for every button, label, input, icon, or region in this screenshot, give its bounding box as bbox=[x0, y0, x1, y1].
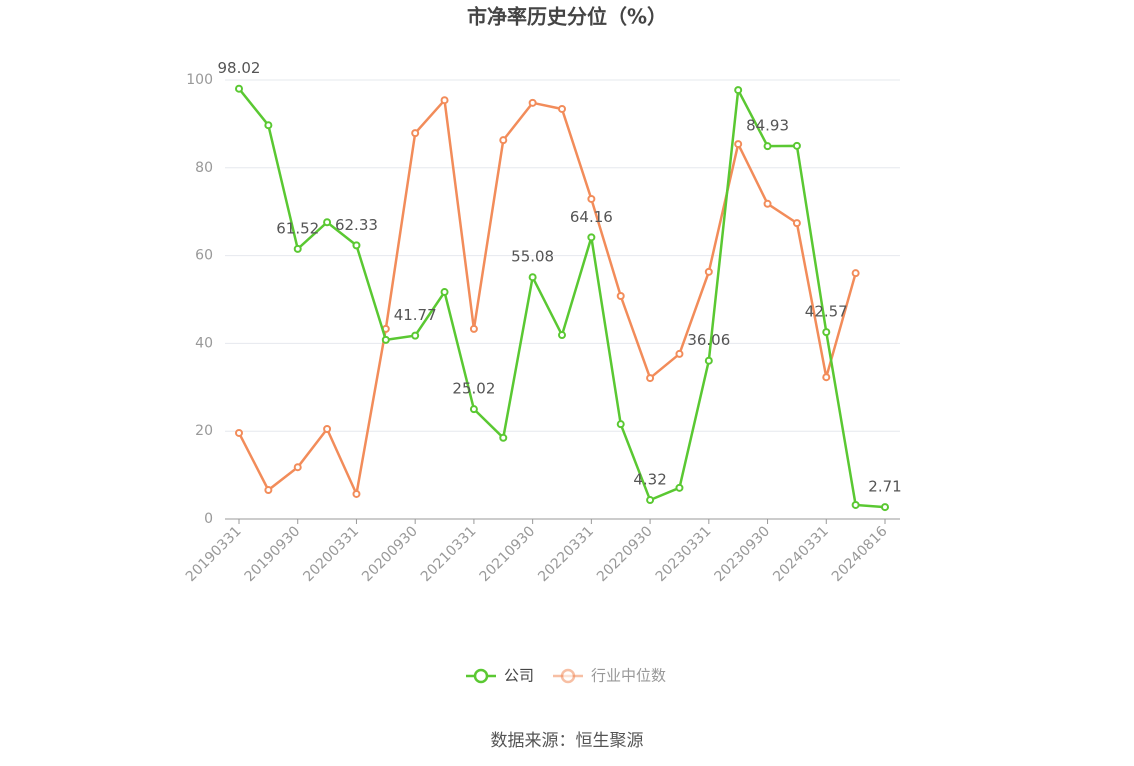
data-point bbox=[704, 356, 713, 365]
data-point bbox=[440, 96, 449, 105]
data-point bbox=[851, 269, 860, 278]
data-point bbox=[411, 331, 420, 340]
data-point bbox=[469, 324, 478, 333]
data-label: 42.57 bbox=[805, 303, 848, 321]
data-point bbox=[558, 104, 566, 113]
x-tick-label: 20200930 bbox=[359, 523, 421, 585]
x-tick-label: 20200331 bbox=[300, 523, 362, 585]
data-point bbox=[352, 489, 361, 498]
x-tick-label: 20230331 bbox=[653, 523, 715, 585]
data-point bbox=[440, 288, 449, 297]
data-point bbox=[704, 267, 713, 276]
y-tick-label: 80 bbox=[195, 160, 213, 176]
data-point bbox=[646, 374, 655, 383]
legend-label: 行业中位数 bbox=[591, 667, 666, 685]
series-line bbox=[237, 97, 857, 499]
legend-marker bbox=[473, 668, 489, 684]
y-tick-label: 100 bbox=[186, 72, 213, 88]
data-point bbox=[675, 349, 684, 358]
x-tick-label: 20240331 bbox=[770, 523, 832, 585]
data-point bbox=[381, 335, 390, 344]
data-point bbox=[763, 199, 772, 208]
data-point bbox=[587, 233, 596, 242]
data-point bbox=[352, 241, 361, 250]
data-point bbox=[763, 142, 772, 151]
data-point bbox=[822, 328, 831, 337]
data-point bbox=[734, 140, 743, 149]
data-label: 98.02 bbox=[218, 59, 261, 77]
data-label: 61.52 bbox=[276, 219, 319, 237]
data-point bbox=[411, 129, 420, 138]
data-point bbox=[469, 405, 478, 414]
data-label: 84.93 bbox=[746, 117, 789, 135]
data-label: 36.06 bbox=[687, 331, 730, 349]
data-point bbox=[587, 194, 596, 203]
data-point bbox=[499, 136, 508, 145]
series-line bbox=[238, 85, 886, 509]
data-point bbox=[235, 84, 243, 93]
x-tick-label: 20230930 bbox=[711, 523, 773, 585]
data-point bbox=[822, 373, 831, 382]
data-point bbox=[792, 141, 801, 150]
data-label: 62.33 bbox=[335, 216, 378, 234]
data-label: 55.08 bbox=[511, 248, 554, 266]
data-point bbox=[616, 291, 625, 300]
data-point bbox=[792, 219, 801, 228]
data-point bbox=[235, 428, 243, 437]
x-tick-label: 20240816 bbox=[829, 523, 891, 585]
x-tick-label: 20210331 bbox=[418, 523, 480, 585]
data-point bbox=[851, 500, 860, 509]
data-point bbox=[616, 420, 625, 429]
data-point bbox=[323, 425, 332, 434]
data-label: 25.02 bbox=[452, 380, 495, 398]
chart-title: 市净率历史分位（%） bbox=[467, 5, 667, 29]
y-tick-label: 40 bbox=[195, 335, 213, 351]
data-point bbox=[734, 86, 743, 95]
data-label: 4.32 bbox=[633, 471, 666, 489]
data-point bbox=[881, 503, 889, 512]
x-tick-label: 20190331 bbox=[183, 523, 245, 585]
data-point bbox=[558, 331, 566, 340]
legend-marker bbox=[560, 668, 576, 684]
x-tick-label: 20220331 bbox=[535, 523, 597, 585]
data-point bbox=[323, 218, 332, 227]
data-label: 2.71 bbox=[868, 478, 901, 496]
x-tick-label: 20220930 bbox=[594, 523, 656, 585]
data-point bbox=[646, 496, 655, 505]
data-label: 64.16 bbox=[570, 208, 613, 226]
y-tick-label: 60 bbox=[195, 248, 213, 264]
y-tick-label: 0 bbox=[204, 511, 213, 527]
data-point bbox=[528, 98, 537, 107]
data-label: 41.77 bbox=[394, 306, 437, 324]
source-note: 数据来源：恒生聚源 bbox=[491, 731, 644, 751]
data-point bbox=[264, 486, 273, 495]
y-tick-label: 20 bbox=[195, 423, 213, 439]
data-point bbox=[528, 273, 537, 282]
data-point bbox=[293, 244, 302, 253]
legend-label: 公司 bbox=[504, 667, 534, 685]
x-tick-label: 20210930 bbox=[477, 523, 539, 585]
data-point bbox=[675, 483, 684, 492]
data-point bbox=[499, 433, 508, 442]
data-point bbox=[293, 463, 302, 472]
x-tick-label: 20190930 bbox=[242, 523, 304, 585]
data-point bbox=[264, 121, 273, 130]
